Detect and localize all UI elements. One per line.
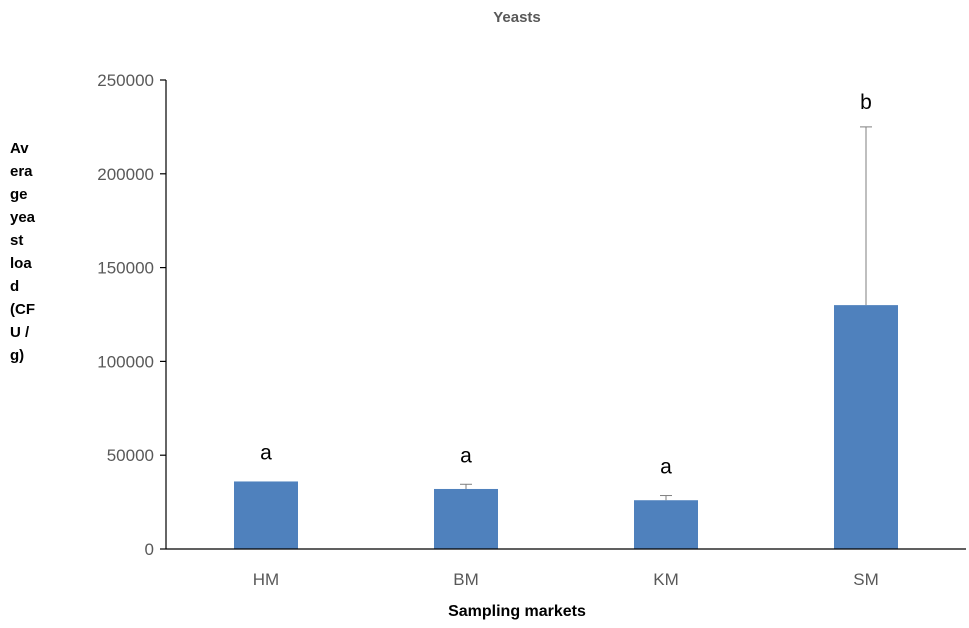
bar-sm	[834, 305, 898, 549]
chart-title: Yeasts	[493, 9, 541, 26]
x-axis-label: Sampling markets	[448, 603, 586, 620]
y-tick-label: 100000	[97, 352, 154, 371]
y-axis-label-line: U /	[10, 324, 30, 341]
y-tick-label: 250000	[97, 71, 154, 90]
y-axis-label-line: loa	[10, 255, 32, 272]
y-axis-label-line: Av	[10, 140, 29, 157]
y-axis-ticks: 0 50000 100000 150000 200000 250000	[97, 71, 166, 559]
bars	[234, 305, 898, 549]
bar-bm	[434, 488, 498, 549]
significance-letter-km: a	[660, 456, 672, 479]
y-axis-label: Av era ge yea st loa d (CF U / g)	[10, 140, 36, 364]
y-axis-label-line: g)	[10, 347, 24, 364]
x-tick-label-bm: BM	[453, 570, 479, 589]
bar-km	[634, 500, 698, 549]
x-tick-label-sm: SM	[853, 570, 879, 589]
significance-letter-hm: a	[260, 441, 272, 464]
y-axis-label-line: d	[10, 278, 19, 295]
y-axis-label-line: (CF	[10, 301, 35, 318]
significance-letter-sm: b	[860, 91, 872, 114]
x-tick-label-hm: HM	[253, 570, 279, 589]
y-tick-label: 150000	[97, 259, 154, 278]
bar-hm	[234, 481, 298, 549]
x-axis-ticks: HM BM KM SM	[253, 570, 879, 589]
y-axis-label-line: st	[10, 232, 23, 249]
significance-letter-bm: a	[460, 444, 472, 467]
y-axis-label-line: era	[10, 163, 33, 180]
y-axis-label-line: ge	[10, 186, 28, 203]
x-tick-label-km: KM	[653, 570, 679, 589]
error-bars	[460, 126, 872, 501]
y-tick-label: 0	[145, 540, 154, 559]
y-axis-label-line: yea	[10, 209, 36, 226]
significance-letters: a a a b	[260, 91, 872, 479]
y-tick-label: 50000	[107, 446, 154, 465]
y-tick-label: 200000	[97, 165, 154, 184]
